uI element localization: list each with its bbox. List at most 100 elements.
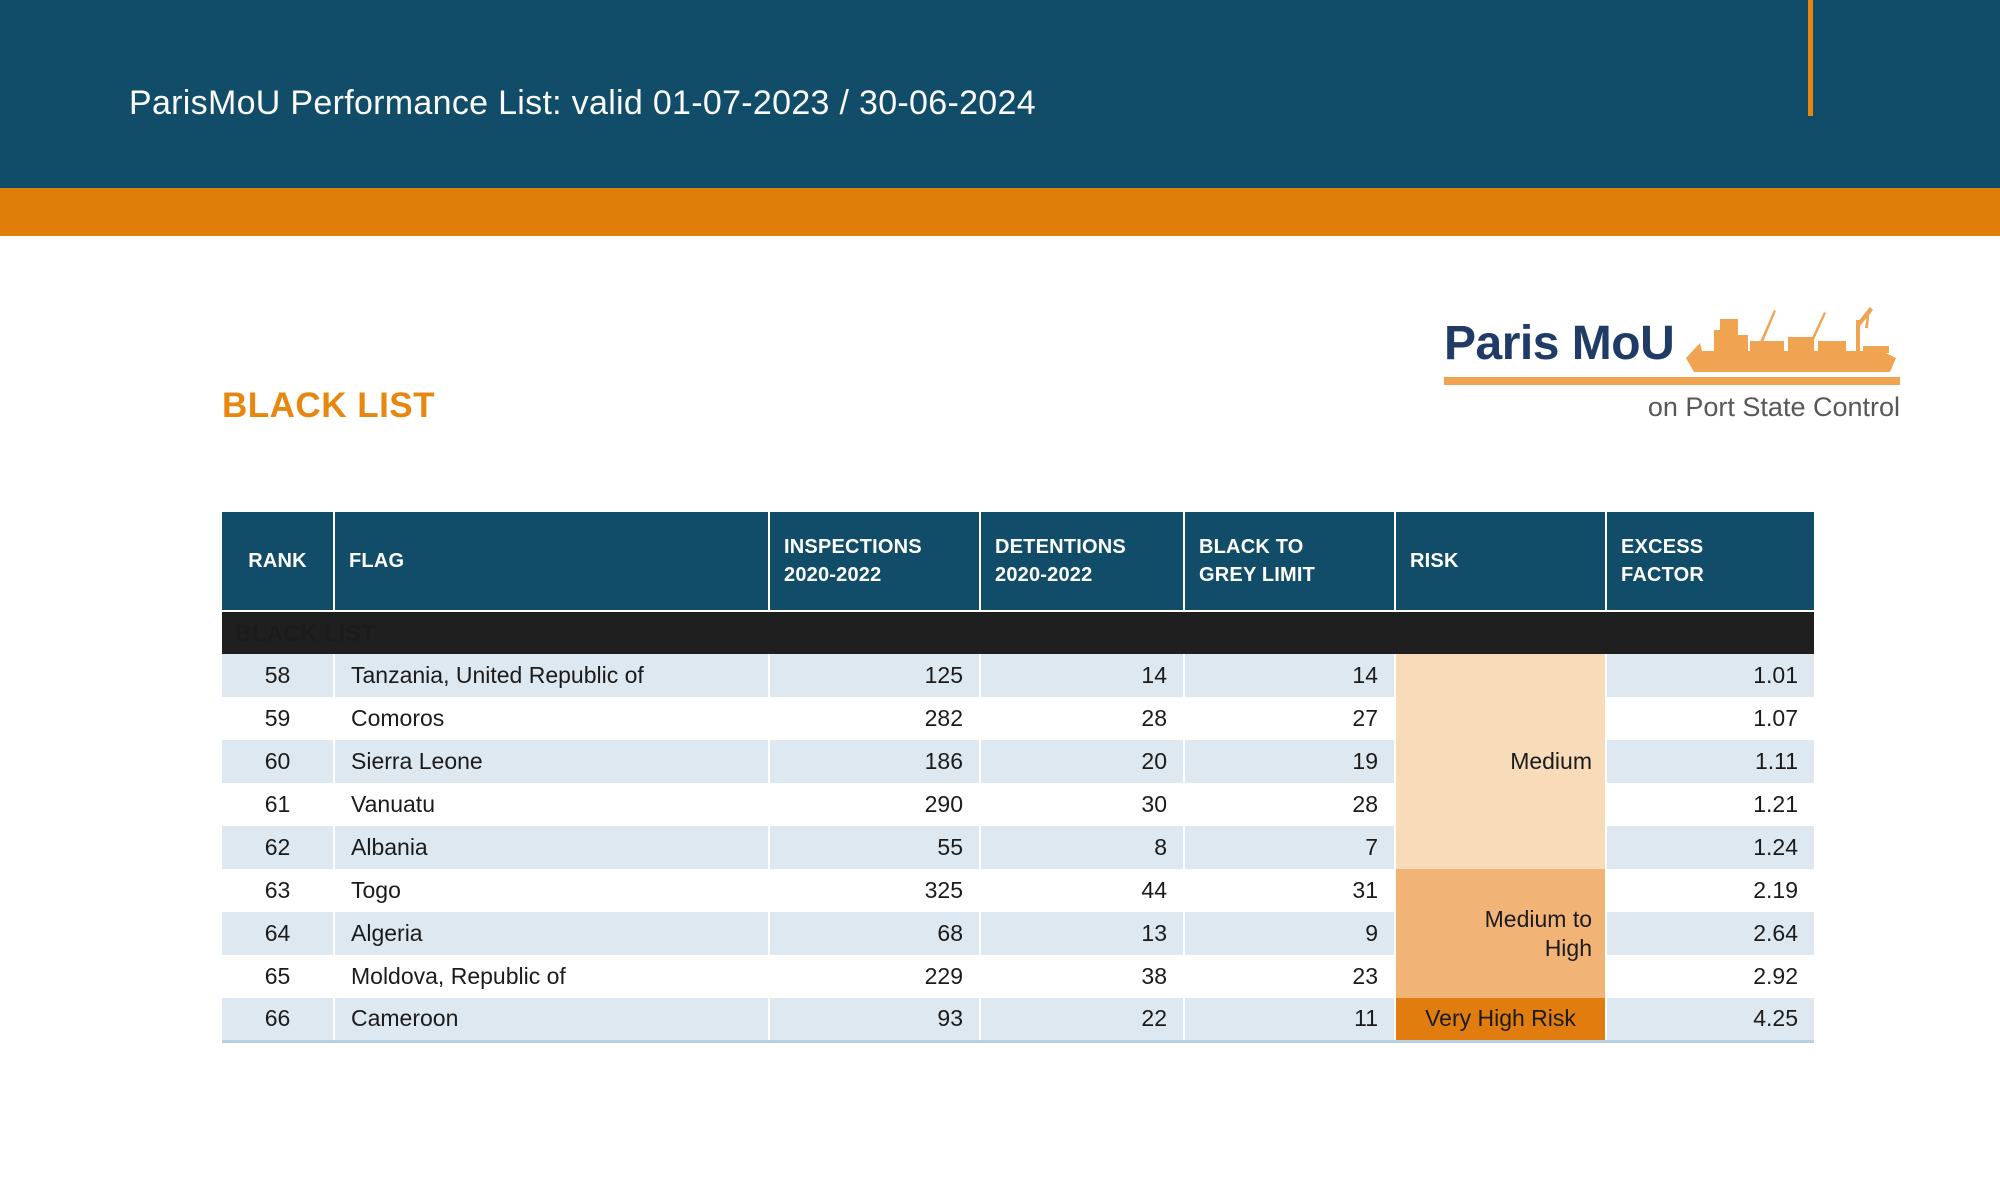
table-row: 66 Cameroon 93 22 11 Very High Risk 4.25 (222, 998, 1814, 1043)
col-header-rank: RANK (222, 512, 334, 611)
cell-limit: 27 (1183, 697, 1395, 740)
cell-limit: 28 (1183, 783, 1395, 826)
logo-tagline: on Port State Control (1647, 392, 1900, 422)
cell-detentions: 28 (979, 697, 1184, 740)
cell-detentions-value: 44 (1141, 877, 1167, 903)
cell-inspections-value: 93 (937, 1005, 963, 1032)
cell-detentions: 13 (979, 912, 1184, 955)
table-row: 62 Albania 55 8 7 1.24 (222, 826, 1814, 869)
cell-limit: 9 (1183, 912, 1395, 955)
cell-limit-value: 23 (1352, 963, 1378, 989)
cell-inspections-value: 290 (924, 791, 963, 817)
cell-rank: 62 (222, 826, 334, 869)
performance-table: RANK FLAG INSPECTIONS 2020-2022 DETENTIONS … (222, 512, 1814, 1043)
cell-limit: 11 (1183, 998, 1395, 1043)
cell-excess: 1.21 (1605, 783, 1814, 826)
cell-flag: Sierra Leone (333, 740, 769, 783)
cell-excess-value: 1.01 (1753, 662, 1798, 688)
cell-excess: 2.64 (1605, 912, 1814, 955)
cell-inspections: 186 (768, 740, 980, 783)
table-row: 63 Togo 325 44 31 Medium to High 2.19 (222, 869, 1814, 998)
cell-inspections-value: 125 (924, 662, 963, 688)
cell-excess: 1.01 (1605, 654, 1814, 697)
cell-rank-value: 66 (264, 1005, 291, 1032)
cell-limit-value: 27 (1352, 705, 1378, 731)
cell-rank: 61 (222, 783, 334, 826)
page-title: ParisMoU Performance List: valid 01-07-2… (129, 84, 1036, 122)
accent-line (1808, 0, 1813, 116)
cell-excess-value: 4.25 (1753, 1005, 1798, 1032)
col-header-excess: EXCESS FACTOR (1605, 512, 1814, 611)
cell-detentions-value: 38 (1141, 963, 1167, 989)
cell-flag-value: Comoros (351, 705, 445, 731)
cell-rank-value: 63 (264, 877, 291, 903)
cell-flag-value: Tanzania, United Republic of (351, 662, 644, 688)
table-row: 60 Sierra Leone 186 20 19 1.11 (222, 740, 1814, 783)
risk-label: Medium to High (1484, 905, 1592, 961)
cell-flag: Vanuatu (333, 783, 769, 826)
cell-risk: Medium to High (1394, 869, 1606, 998)
table-row: 58 Tanzania, United Republic of 125 14 14 Med… (222, 654, 1814, 869)
cell-limit-value: 7 (1365, 834, 1378, 860)
cell-flag-value: Cameroon (351, 1005, 459, 1032)
cell-flag-value: Togo (351, 877, 401, 903)
cell-excess-value: 2.92 (1753, 963, 1798, 989)
cell-flag-value: Albania (351, 834, 428, 860)
cell-excess-value: 2.19 (1753, 877, 1798, 903)
cell-rank: 59 (222, 697, 334, 740)
logo-wordmark: Paris MoU (1444, 317, 1675, 370)
col-header-label: DETENTIONS 2020-2022 (995, 536, 1126, 586)
cell-inspections: 229 (768, 955, 980, 998)
cell-limit: 31 (1183, 869, 1395, 912)
cell-rank-value: 65 (264, 963, 291, 989)
cell-limit: 23 (1183, 955, 1395, 998)
cell-excess-value: 2.64 (1753, 920, 1798, 946)
paris-mou-logo: Paris MoU (1444, 306, 1900, 424)
cell-detentions-value: 8 (1154, 834, 1167, 860)
section-row-cell: BLACK LIST (222, 610, 1814, 654)
cell-rank-value: 62 (264, 834, 291, 860)
cell-excess: 1.24 (1605, 826, 1814, 869)
cell-rank-value: 58 (264, 662, 291, 688)
cell-limit: 14 (1183, 654, 1395, 697)
col-header-label: INSPECTIONS 2020-2022 (784, 536, 922, 586)
table-row: 65 Moldova, Republic of 229 38 23 2.92 (222, 955, 1814, 998)
cell-limit: 19 (1183, 740, 1395, 783)
cell-detentions: 20 (979, 740, 1184, 783)
cell-rank-value: 61 (264, 791, 291, 817)
col-header-label: EXCESS FACTOR (1621, 536, 1705, 586)
cell-inspections-value: 325 (924, 877, 963, 903)
cell-rank-value: 60 (264, 748, 291, 774)
cell-limit: 7 (1183, 826, 1395, 869)
col-header-flag: FLAG (333, 512, 769, 611)
cell-detentions: 38 (979, 955, 1184, 998)
cell-limit-value: 11 (1354, 1005, 1378, 1032)
cell-inspections-value: 229 (924, 963, 963, 989)
col-header-label: RANK (248, 550, 307, 572)
cell-rank: 60 (222, 740, 334, 783)
cell-inspections-value: 55 (937, 834, 963, 860)
cell-inspections-value: 282 (924, 705, 963, 731)
cell-detentions-value: 30 (1141, 791, 1167, 817)
orange-band (0, 188, 2000, 236)
cell-excess-value: 1.24 (1753, 834, 1798, 860)
cell-detentions-value: 20 (1141, 748, 1167, 774)
cell-rank: 64 (222, 912, 334, 955)
cell-detentions-value: 22 (1141, 1005, 1167, 1032)
ship-silhouette-icon (1686, 307, 1896, 372)
logo-underline (1444, 377, 1900, 385)
cell-detentions-value: 28 (1141, 705, 1167, 731)
cell-flag: Moldova, Republic of (333, 955, 769, 998)
cell-inspections: 290 (768, 783, 980, 826)
col-header-inspections: INSPECTIONS 2020-2022 (768, 512, 980, 611)
cell-rank: 66 (222, 998, 334, 1043)
col-header-detentions: DETENTIONS 2020-2022 (979, 512, 1184, 611)
risk-label: Medium (1510, 748, 1592, 775)
top-banner: ParisMoU Performance List: valid 01-07-2… (0, 0, 2000, 188)
cell-flag-value: Sierra Leone (351, 748, 483, 774)
cell-limit-value: 19 (1352, 748, 1378, 774)
cell-limit-value: 31 (1352, 877, 1378, 903)
cell-rank: 58 (222, 654, 334, 697)
cell-detentions: 22 (979, 998, 1184, 1043)
cell-rank: 65 (222, 955, 334, 998)
